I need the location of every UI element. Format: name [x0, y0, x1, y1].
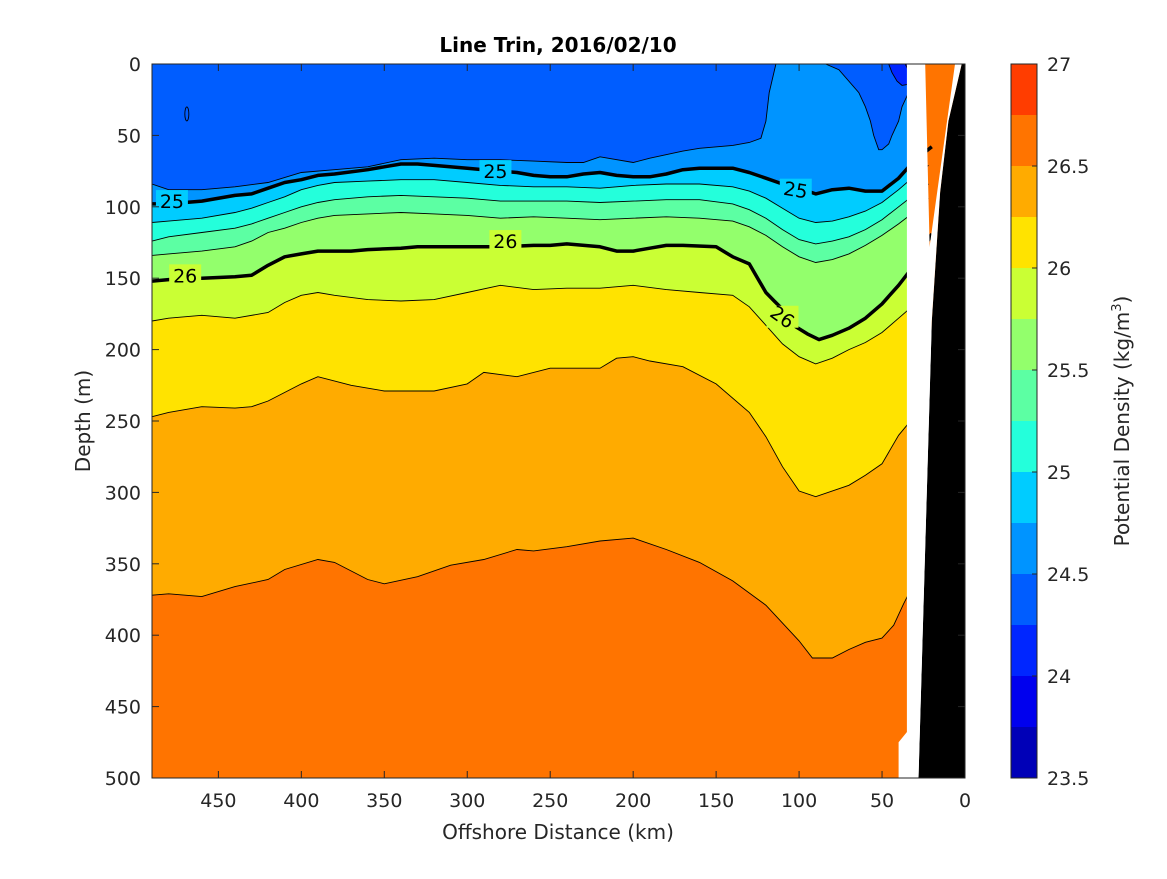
y-tick-label-7: 350	[105, 554, 141, 576]
colorbar-tick-label-0: 23.5	[1047, 768, 1089, 790]
colorbar-band-8	[1011, 319, 1037, 370]
x-axis: 450 400 350 300 250 200 150 100 50 0	[200, 64, 971, 812]
colorbar-label: Potential Density (kg/m3)	[1110, 296, 1134, 547]
colorbar-band-3	[1011, 574, 1037, 625]
colorbar-label-close: )	[1110, 296, 1134, 304]
colorbar-band-0	[1011, 727, 1037, 778]
colorbar-band-2	[1011, 625, 1037, 676]
band-24-5	[825, 64, 921, 150]
isoline-24-5	[825, 64, 921, 151]
thick-contour-26	[152, 233, 934, 342]
colorbar: 23.5 24 24.5 25 25.5 26 26.5 27	[1010, 54, 1089, 790]
colorbar-tick-label-2: 24.5	[1047, 564, 1089, 586]
colorbar-band-13	[1011, 64, 1037, 115]
contour-label-bg-1	[479, 160, 512, 183]
x-tick-label-1: 400	[283, 790, 319, 812]
colorbar-tick-label-4: 25.5	[1047, 360, 1089, 382]
band-26-75	[152, 64, 965, 778]
contour-fill-layer	[152, 64, 965, 778]
contour-label-bg-2	[779, 178, 812, 201]
contour-label-bg-4	[489, 230, 522, 253]
isoline-26-25	[152, 284, 929, 365]
contour-line-layer	[152, 64, 934, 659]
colorbar-bands	[1011, 64, 1037, 778]
isoline-26-5	[152, 356, 929, 498]
y-tick-label-8: 400	[105, 625, 141, 647]
colorbar-tick-label-3: 25	[1047, 462, 1071, 484]
isoline-25-25	[152, 165, 929, 223]
y-axis: 0 50 100 150 200 250 300 350 400 450 500	[105, 54, 965, 790]
contour-label-bg-5	[766, 305, 799, 328]
x-tick-label-8: 50	[870, 790, 894, 812]
x-axis-label: Offshore Distance (km)	[442, 820, 674, 844]
colorbar-band-6	[1011, 421, 1037, 472]
y-tick-label-9: 450	[105, 697, 141, 719]
colorbar-band-4	[1011, 523, 1037, 574]
contour-label-bg-3	[169, 264, 202, 287]
contour-label-1: 25	[483, 161, 507, 183]
colorbar-label-text: Potential Density (kg/m	[1110, 312, 1134, 547]
colorbar-frame	[1010, 63, 1038, 779]
isoline-25-5	[152, 183, 929, 245]
colorbar-ticks: 23.5 24 24.5 25 25.5 26 26.5 27	[1032, 54, 1089, 790]
x-tick-label-5: 200	[615, 790, 651, 812]
y-axis-label: Depth (m)	[71, 370, 95, 472]
x-tick-label-0: 450	[200, 790, 236, 812]
y-tick-label-1: 50	[117, 125, 141, 147]
y-tick-label-3: 150	[105, 268, 141, 290]
x-tick-label-3: 300	[449, 790, 485, 812]
colorbar-band-12	[1011, 115, 1037, 166]
y-tick-label-6: 300	[105, 482, 141, 504]
contour-label-bg-0	[155, 190, 188, 213]
contour-label-0: 25	[160, 191, 184, 213]
isoline-blob	[184, 106, 190, 122]
y-tick-label-0: 0	[129, 54, 141, 76]
thick-contour-25	[152, 145, 933, 206]
x-tick-label-4: 250	[532, 790, 568, 812]
colorbar-band-5	[1011, 472, 1037, 523]
colorbar-band-11	[1011, 166, 1037, 217]
y-tick-label-10: 500	[105, 768, 141, 790]
y-tick-label-2: 100	[105, 197, 141, 219]
colorbar-band-1	[1011, 676, 1037, 727]
isoline-26-75	[152, 537, 919, 659]
x-tick-label-2: 350	[366, 790, 402, 812]
colorbar-tick-label-1: 24	[1047, 666, 1071, 688]
colorbar-band-7	[1011, 370, 1037, 421]
colorbar-tick-label-5: 26	[1047, 258, 1071, 280]
colorbar-band-10	[1011, 217, 1037, 268]
colorbar-band-9	[1011, 268, 1037, 319]
y-tick-label-4: 200	[105, 340, 141, 362]
isoline-24-75	[152, 64, 777, 191]
colorbar-tick-label-6: 26.5	[1047, 156, 1089, 178]
colorbar-label-superscript: 3	[1110, 303, 1125, 311]
coastline-layer	[898, 64, 965, 778]
colorbar-tick-label-7: 27	[1047, 54, 1071, 76]
contour-label-3: 26	[173, 265, 197, 287]
contour-label-2: 25	[782, 178, 810, 204]
land-mask	[918, 64, 965, 778]
chart-title: Line Trin, 2016/02/10	[439, 33, 676, 57]
contour-label-4: 26	[493, 231, 517, 253]
coast-gap	[898, 64, 962, 778]
x-tick-label-9: 0	[959, 790, 971, 812]
isoline-25-75	[152, 197, 929, 263]
x-tick-label-7: 100	[781, 790, 817, 812]
x-tick-label-6: 150	[698, 790, 734, 812]
y-tick-label-5: 250	[105, 411, 141, 433]
